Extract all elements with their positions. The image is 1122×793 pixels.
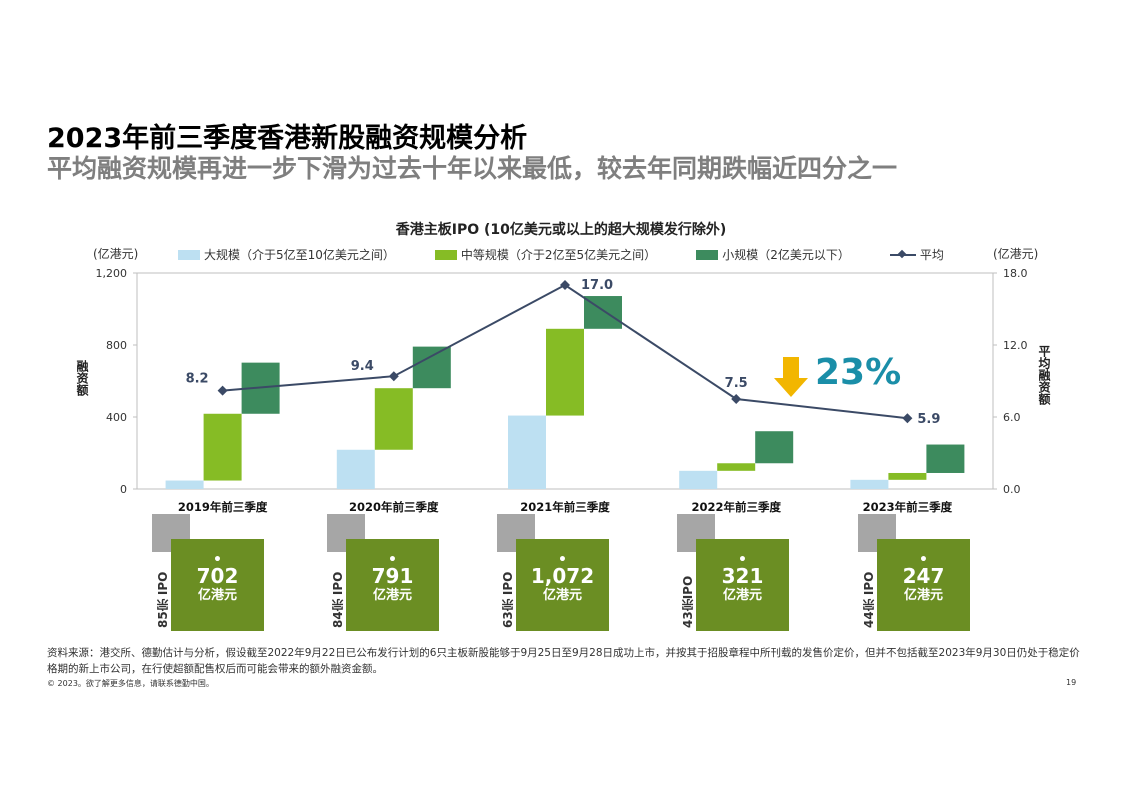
y-axis-title-left: 融资额 [75, 360, 89, 396]
x-tick-label: 2019年前三季度 [178, 500, 268, 514]
bar-small [926, 444, 965, 473]
bar-medium [374, 388, 413, 450]
y-axis-title-right: 平均融资额 [1037, 345, 1051, 405]
bar-small [412, 346, 451, 389]
card-total-unit: 亿港元 [903, 588, 943, 603]
y-tick-label-right: 6.0 [1003, 411, 1021, 424]
bullet-dot-icon: • [738, 552, 747, 568]
page-title: 2023年前三季度香港新股融资规模分析 [47, 123, 528, 154]
average-point [560, 280, 570, 290]
card-total: • 321 亿港元 [696, 539, 789, 631]
average-label: 9.4 [351, 359, 374, 374]
average-point [217, 385, 228, 396]
legend-label-large: 大规模（介于5亿至10亿美元之间） [204, 248, 395, 262]
card-ipo-count: 44宗 IPO [862, 571, 876, 628]
legend-item-small: 小规模（2亿美元以下） [696, 246, 850, 263]
chart-title: 香港主板IPO (10亿美元或以上的超大规模发行除外) [395, 222, 727, 238]
y-tick-label-right: 18.0 [1003, 267, 1028, 280]
card-ipo-count: 84宗 IPO [331, 571, 345, 628]
average-label: 8.2 [186, 372, 209, 387]
y-tick-label-left: 800 [106, 339, 127, 352]
card-total-value: 1,072 [530, 564, 595, 588]
bullet-dot-icon: • [213, 552, 222, 568]
legend-swatch-average [889, 250, 916, 260]
bar-large [508, 415, 546, 489]
bar-medium [888, 472, 927, 480]
card-total-value: 247 [902, 564, 945, 588]
card-total: • 702 亿港元 [171, 539, 264, 631]
bar-large [850, 479, 889, 489]
bullet-dot-icon: • [919, 552, 928, 568]
y-tick-label-left: 400 [106, 411, 127, 424]
legend-item-medium: 中等规模（介于2亿至5亿美元之间） [434, 246, 657, 263]
average-label: 17.0 [581, 278, 613, 293]
legend-item-average: 平均 [889, 246, 944, 263]
card-total-unit: 亿港元 [542, 588, 582, 603]
card-total: • 1,072 亿港元 [516, 539, 609, 631]
card-ipo-count: 43宗IPO [681, 575, 695, 628]
bar-medium [717, 463, 756, 471]
page-subtitle: 平均融资规模再进一步下滑为过去十年以来最低，较去年同期跌幅近四分之一 [47, 154, 898, 183]
card-ipo-count: 63宗 IPO [501, 571, 515, 628]
card-total-unit: 亿港元 [197, 588, 237, 603]
bar-medium [203, 413, 242, 481]
legend-label-small: 小规模（2亿美元以下） [722, 248, 850, 262]
bar-large [165, 480, 204, 489]
legend-item-large: 大规模（介于5亿至10亿美元之间） [178, 246, 395, 263]
card-total-value: 702 [196, 564, 239, 588]
card-total-unit: 亿港元 [372, 588, 412, 603]
legend-label-average: 平均 [919, 248, 944, 262]
average-label: 5.9 [917, 412, 940, 427]
bar-large [679, 470, 718, 489]
bullet-dot-icon: • [388, 552, 397, 568]
average-point [388, 371, 399, 382]
down-arrow-icon [774, 357, 808, 397]
plot-frame [136, 272, 994, 490]
card-total: • 791 亿港元 [346, 539, 439, 631]
y-tick-label-right: 12.0 [1003, 339, 1028, 352]
legend-swatch-large [178, 249, 200, 260]
card-ipo-count: 85宗 IPO [156, 571, 170, 628]
average-point [731, 394, 742, 404]
source-note: 资料来源：港交所、德勤估计与分析，假设截至2022年9月22日已公布发行计划的6… [47, 647, 1080, 675]
x-tick-label: 2023年前三季度 [863, 500, 953, 514]
card-total: • 247 亿港元 [877, 539, 970, 631]
summary-card: 63宗 IPO • 1,072 亿港元 [497, 514, 609, 634]
x-tick-label: 2020年前三季度 [349, 500, 439, 514]
average-label: 7.5 [725, 376, 748, 391]
copyright: © 2023。欲了解更多信息，请联系德勤中国。 [47, 679, 214, 688]
y-tick-label-right: 0.0 [1003, 483, 1021, 496]
summary-card: 43宗IPO • 321 亿港元 [677, 514, 789, 634]
legend-swatch-medium [434, 249, 457, 260]
y-tick-label-left: 0 [120, 483, 127, 496]
bullet-dot-icon: • [558, 552, 567, 568]
summary-card: 84宗 IPO • 791 亿港元 [327, 514, 439, 634]
x-tick-label: 2021年前三季度 [520, 500, 610, 514]
y-tick-label-left: 1,200 [96, 267, 128, 280]
bar-small [755, 431, 794, 464]
bar-medium [546, 328, 584, 416]
card-total-unit: 亿港元 [722, 588, 762, 603]
card-total-value: 321 [721, 564, 764, 588]
summary-card: 85宗 IPO • 702 亿港元 [152, 514, 264, 634]
left-axis-unit: (亿港元) [93, 247, 139, 261]
bar-large [336, 449, 375, 489]
legend-label-medium: 中等规模（介于2亿至5亿美元之间） [460, 248, 657, 262]
decline-percent: 23% [815, 352, 902, 393]
card-total-value: 791 [371, 564, 414, 588]
summary-card: 44宗 IPO • 247 亿港元 [858, 514, 970, 634]
x-tick-label: 2022年前三季度 [691, 500, 781, 514]
page-number: 19 [1066, 678, 1077, 687]
legend-swatch-small [696, 249, 719, 260]
chart-legend: 大规模（介于5亿至10亿美元之间） 中等规模（介于2亿至5亿美元之间） 小规模（… [178, 246, 944, 263]
right-axis-unit: (亿港元) [993, 247, 1039, 261]
average-point [902, 413, 913, 424]
